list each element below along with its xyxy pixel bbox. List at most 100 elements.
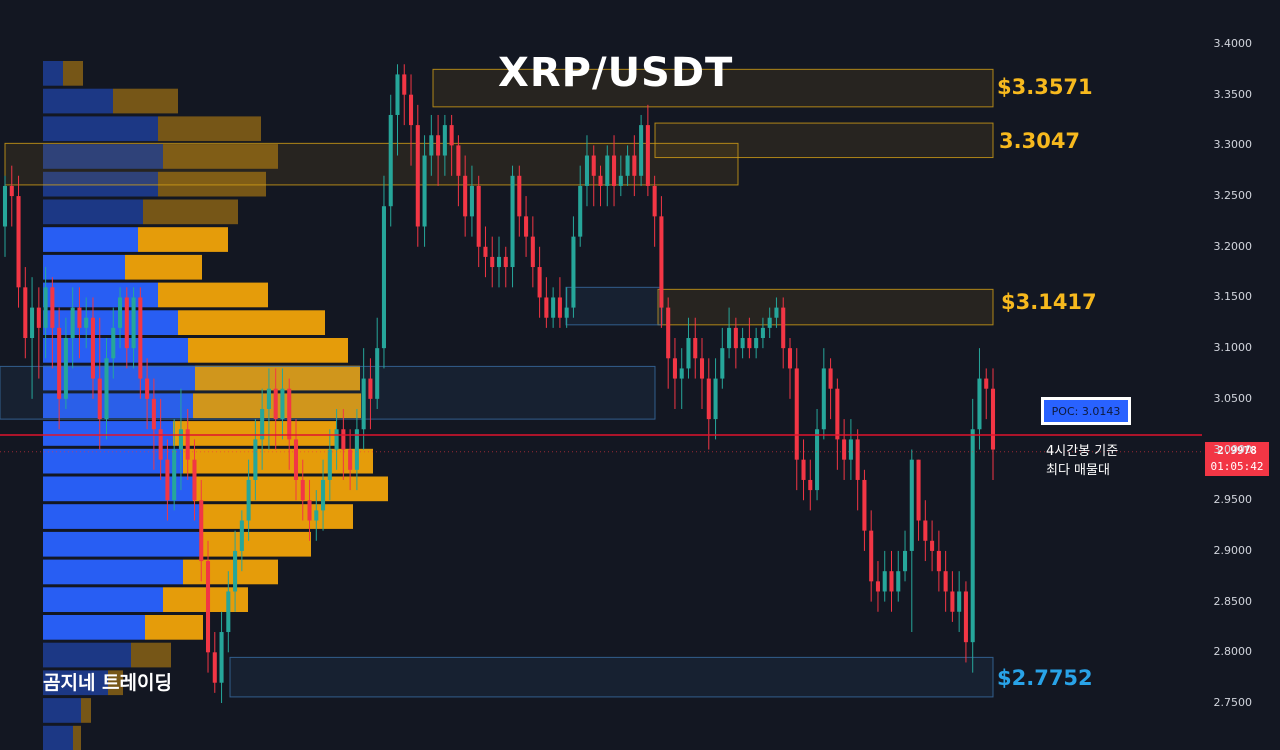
vp-buy-bar <box>43 393 193 419</box>
candle <box>463 155 468 237</box>
candle <box>97 317 102 450</box>
candle <box>490 236 495 288</box>
candle <box>544 277 549 328</box>
vp-sell-bar <box>193 476 388 502</box>
vp-sell-bar <box>145 615 203 640</box>
candle <box>659 196 664 328</box>
candle <box>334 408 339 470</box>
candle <box>111 307 116 379</box>
candle <box>293 419 299 501</box>
vp-buy-bar <box>43 531 203 557</box>
candle <box>341 408 346 480</box>
candle <box>720 327 725 389</box>
candle <box>510 165 515 288</box>
candle <box>233 530 238 612</box>
vp-buy-bar <box>43 227 138 252</box>
vp-sell-bar <box>158 171 266 197</box>
vp-buy-bar <box>43 559 183 585</box>
candle <box>551 287 556 328</box>
candle <box>733 317 738 369</box>
candle <box>205 540 211 673</box>
zone-label-3-3571: $3.3571 <box>997 75 1093 99</box>
candle <box>429 114 434 176</box>
candle <box>70 287 75 369</box>
candle <box>104 338 109 440</box>
candle <box>260 388 265 470</box>
candle <box>16 175 21 308</box>
candle <box>50 277 55 369</box>
candle <box>842 419 847 480</box>
candle <box>124 287 129 369</box>
candle <box>402 64 407 126</box>
candle <box>564 287 569 328</box>
vp-sell-bar <box>138 227 228 252</box>
y-tick-label: 3.0500 <box>1213 391 1253 405</box>
candle <box>713 358 718 440</box>
candle <box>307 479 312 541</box>
candle <box>300 459 305 521</box>
candle <box>808 459 813 511</box>
y-tick-label: 3.2500 <box>1213 189 1253 203</box>
candle <box>36 287 41 379</box>
vp-buy-bar <box>43 421 173 446</box>
candle <box>584 135 590 207</box>
vp-buy-bar <box>43 199 143 225</box>
vp-sell-bar <box>81 698 91 723</box>
poc-note-line1: 4시간봉 기준 <box>1046 444 1119 459</box>
candle <box>672 338 677 409</box>
candle <box>984 368 989 420</box>
candle <box>578 165 583 247</box>
poc-note: 4시간봉 기준 최다 매물대 <box>1046 442 1118 480</box>
vp-sell-bar <box>163 144 278 169</box>
candle <box>950 571 955 622</box>
candle <box>503 246 508 288</box>
candle <box>138 287 143 399</box>
candle <box>869 510 874 602</box>
candle <box>496 236 502 288</box>
vp-sell-bar <box>203 504 353 529</box>
vp-buy-bar <box>43 61 63 86</box>
y-tick-label: 3.4000 <box>1213 37 1253 50</box>
candle <box>930 520 935 572</box>
vp-sell-bar <box>125 254 202 280</box>
vp-buy-bar <box>43 725 73 750</box>
candle <box>957 571 962 633</box>
candle <box>314 490 319 541</box>
candle <box>598 165 603 207</box>
vp-buy-bar <box>43 365 195 391</box>
poc-note-line2: 최다 매물대 <box>1046 463 1110 478</box>
candle <box>524 196 529 257</box>
candle <box>666 297 671 389</box>
zone-3-14-blue <box>565 286 663 326</box>
candle <box>57 307 62 430</box>
y-tick-label: 3.2000 <box>1213 239 1253 253</box>
vp-sell-bar <box>203 531 311 557</box>
candle <box>679 348 684 409</box>
candle <box>537 246 542 318</box>
candle <box>219 611 224 703</box>
poc-badge: POC: 3.0143 <box>1041 397 1131 425</box>
candle <box>30 277 35 399</box>
candle <box>2 175 8 257</box>
candle <box>266 368 271 450</box>
vp-sell-bar <box>73 725 81 750</box>
candle <box>902 530 908 582</box>
vp-sell-bar <box>195 365 360 391</box>
candle <box>354 408 359 491</box>
candle-countdown: 01:05:42 <box>1210 460 1264 473</box>
candle <box>727 307 732 359</box>
candle <box>348 429 353 491</box>
candle <box>693 317 698 379</box>
zone-label-3-1417: $3.1417 <box>1001 290 1097 314</box>
candle <box>740 327 745 359</box>
y-tick-label: 3.1500 <box>1213 290 1253 304</box>
vp-sell-bar <box>113 88 178 114</box>
candle <box>246 459 251 541</box>
vp-buy-bar <box>43 254 125 280</box>
zone-2-7752 <box>229 656 994 698</box>
candle <box>801 439 806 501</box>
candle <box>571 216 576 318</box>
candle <box>645 104 650 197</box>
candle <box>239 510 244 572</box>
